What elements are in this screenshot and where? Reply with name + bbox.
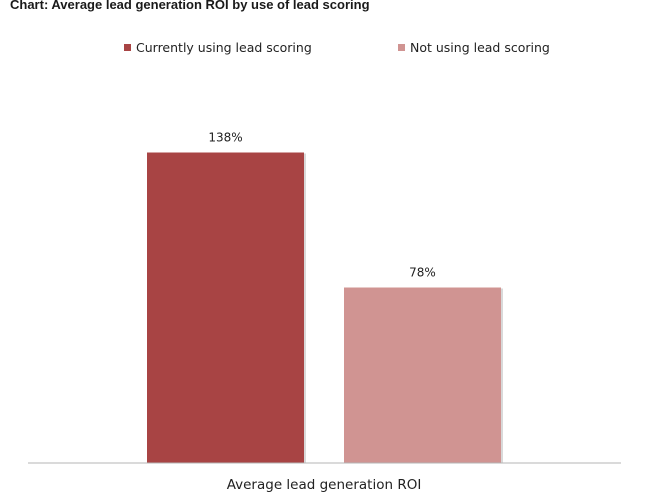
legend: Currently using lead scoring Not using l… — [0, 40, 666, 60]
legend-swatch-not-using — [398, 44, 405, 51]
bars-layer: 138% 78% — [147, 131, 503, 463]
bar-using — [147, 152, 304, 463]
chart-title: Chart: Average lead generation ROI by us… — [10, 0, 370, 12]
legend-item-using: Currently using lead scoring — [124, 40, 312, 55]
data-label-using: 138% — [208, 131, 242, 145]
legend-item-not-using: Not using lead scoring — [398, 40, 550, 55]
data-label-not-using: 78% — [409, 266, 436, 280]
legend-label-not-using: Not using lead scoring — [410, 40, 550, 55]
legend-label-using: Currently using lead scoring — [136, 40, 312, 55]
legend-swatch-using — [124, 44, 131, 51]
bar-not-using — [344, 287, 501, 463]
category-label: Average lead generation ROI — [227, 477, 422, 493]
